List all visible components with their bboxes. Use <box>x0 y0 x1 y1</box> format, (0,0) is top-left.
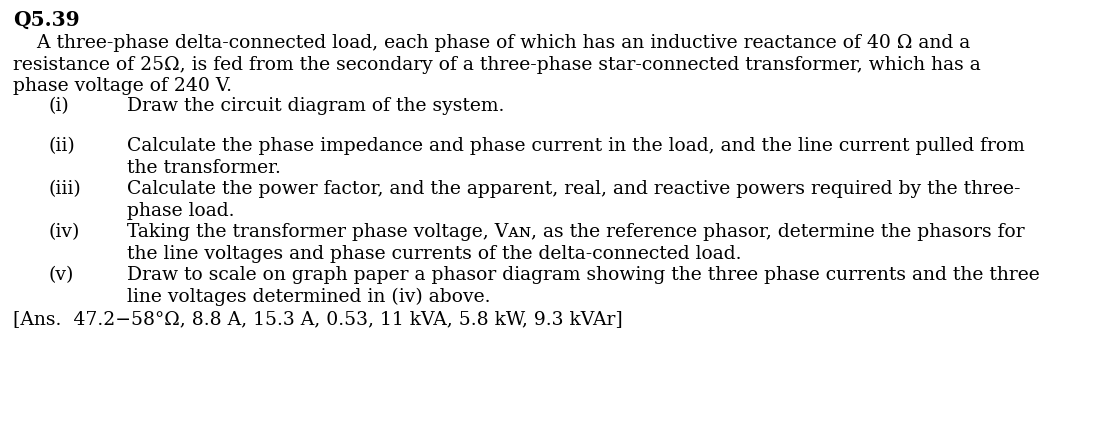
Text: phase load.: phase load. <box>127 202 235 220</box>
Text: Draw the circuit diagram of the system.: Draw the circuit diagram of the system. <box>127 97 505 115</box>
Text: line voltages determined in (iv) above.: line voltages determined in (iv) above. <box>127 288 491 306</box>
Text: Taking the transformer phase voltage, Vᴀɴ, as the reference phasor, determine th: Taking the transformer phase voltage, Vᴀ… <box>127 223 1025 241</box>
Text: (iii): (iii) <box>49 180 82 198</box>
Text: A three-phase delta-connected load, each phase of which has an inductive reactan: A three-phase delta-connected load, each… <box>13 34 971 52</box>
Text: Calculate the phase impedance and phase current in the load, and the line curren: Calculate the phase impedance and phase … <box>127 137 1025 155</box>
Text: [Ans.  47.2−58°Ω, 8.8 A, 15.3 A, 0.53, 11 kVA, 5.8 kW, 9.3 kVAr]: [Ans. 47.2−58°Ω, 8.8 A, 15.3 A, 0.53, 11… <box>13 310 623 328</box>
Text: Q5.39: Q5.39 <box>13 10 80 30</box>
Text: the transformer.: the transformer. <box>127 159 281 177</box>
Text: (ii): (ii) <box>49 137 75 155</box>
Text: Draw to scale on graph paper a phasor diagram showing the three phase currents a: Draw to scale on graph paper a phasor di… <box>127 266 1040 284</box>
Text: (iv): (iv) <box>49 223 80 241</box>
Text: (i): (i) <box>49 97 70 115</box>
Text: phase voltage of 240 V.: phase voltage of 240 V. <box>13 77 233 95</box>
Text: the line voltages and phase currents of the delta-connected load.: the line voltages and phase currents of … <box>127 245 742 263</box>
Text: (v): (v) <box>49 266 74 284</box>
Text: resistance of 25Ω, is fed from the secondary of a three-phase star-connected tra: resistance of 25Ω, is fed from the secon… <box>13 56 981 74</box>
Text: Calculate the power factor, and the apparent, real, and reactive powers required: Calculate the power factor, and the appa… <box>127 180 1020 198</box>
